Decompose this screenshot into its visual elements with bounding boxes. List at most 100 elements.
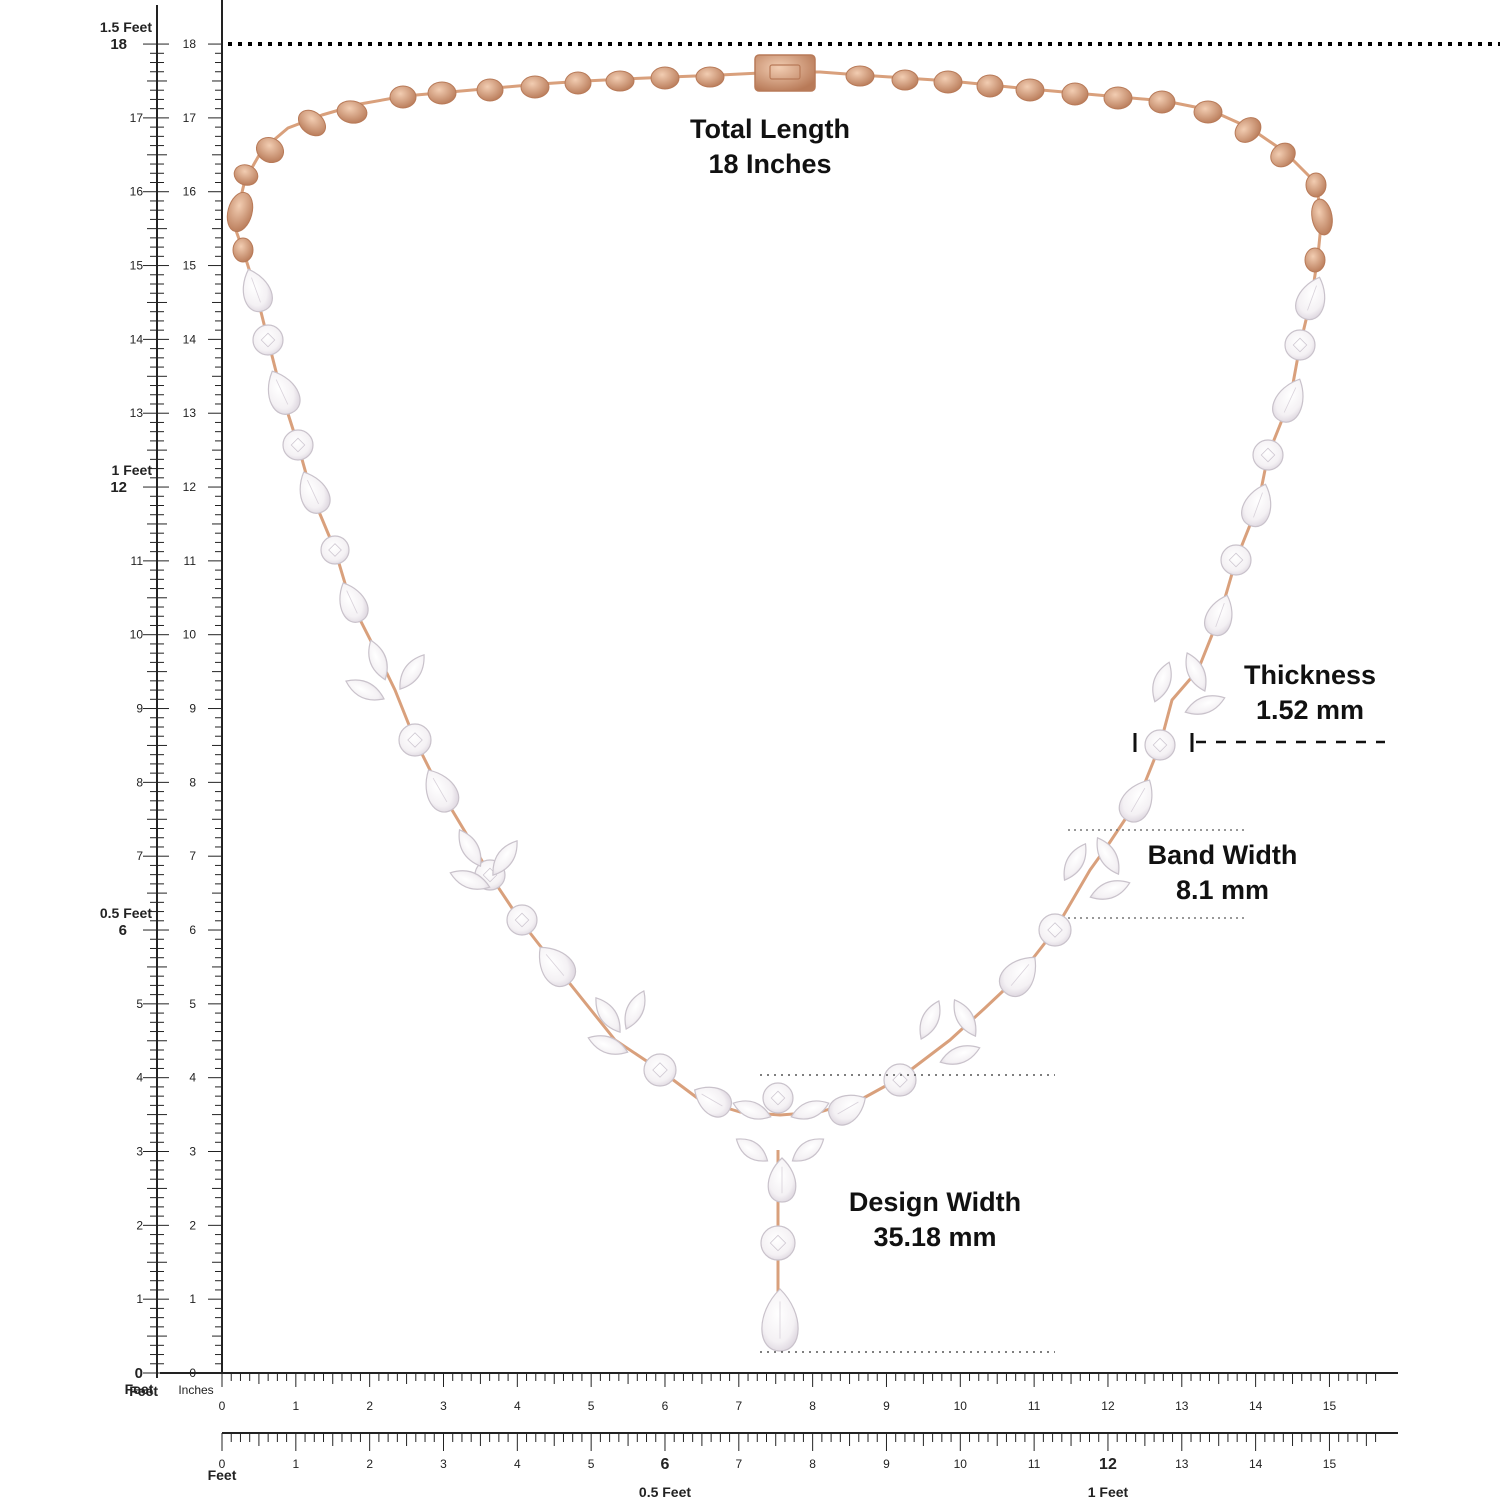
pear-diamond: [339, 582, 369, 623]
gold-link: [564, 71, 592, 95]
ruler-label-inch: 16: [183, 185, 197, 199]
diamond-facet: [260, 332, 276, 348]
ruler-label-inch: 12: [183, 480, 197, 494]
ruler-label-inch: 3: [136, 1145, 143, 1159]
pear-diamond: [998, 956, 1037, 998]
gold-link: [226, 191, 254, 233]
marquise-diamond-body: [1063, 842, 1087, 882]
gold-link: [976, 74, 1004, 98]
ruler-label-inch: 11: [131, 554, 144, 568]
total-length-value: 18 Inches: [708, 149, 832, 179]
marquise-diamond-body: [449, 870, 491, 890]
diamond-facet: [1152, 737, 1168, 753]
round-diamond: [282, 429, 314, 461]
marquise-diamond: [624, 990, 646, 1030]
ruler-label-inch: 8: [809, 1457, 816, 1471]
ruler-label-inch: 3: [440, 1399, 447, 1413]
diamond-facet: [892, 1072, 908, 1088]
diamond-facet: [1283, 387, 1297, 413]
ruler-label-feet: 1 Feet: [1088, 1484, 1129, 1500]
marquise-diamond: [587, 1035, 629, 1055]
marquise-diamond: [1152, 661, 1172, 703]
band-width-value: 8.1 mm: [1175, 875, 1270, 905]
ruler-label-inch: 4: [514, 1457, 521, 1471]
ruler-label-inch: 18: [110, 36, 127, 53]
pear-diamond: [1272, 378, 1304, 423]
ruler-label-inch: 4: [136, 1071, 143, 1085]
ruler-label-inch: 13: [1175, 1457, 1189, 1471]
marquise-diamond: [1184, 695, 1226, 715]
gold-link: [605, 70, 635, 92]
marquise-diamond-body: [791, 1138, 825, 1162]
ruler-corner-inches: Inches: [178, 1383, 213, 1397]
gold-link: [1015, 78, 1045, 102]
marquise-diamond-body: [399, 653, 425, 691]
diamond-facet: [1130, 787, 1146, 813]
gold-link: [891, 69, 919, 91]
ruler-label-inch: 14: [183, 332, 197, 346]
ruler-label-inch: 3: [189, 1145, 196, 1159]
gold-link: [933, 70, 963, 94]
diamond-facet: [407, 732, 423, 748]
gold-link: [427, 81, 457, 105]
ruler-label-inch: 0: [219, 1399, 226, 1413]
diamond-facet: [328, 543, 342, 557]
pear-diamond: [242, 268, 273, 313]
clasp-body: [754, 54, 816, 92]
pear-diamond-body: [694, 1086, 732, 1118]
marquise-diamond-body: [587, 1035, 629, 1055]
pear-diamond: [538, 946, 577, 988]
ruler-label-inch: 4: [189, 1071, 196, 1085]
marquise-diamond-body: [492, 839, 518, 877]
diamond-facet: [545, 954, 565, 976]
marquise-diamond-body: [624, 990, 646, 1030]
ruler-label-inch: 16: [130, 185, 144, 199]
marquise-diamond: [791, 1138, 825, 1162]
total-length-label: Total Length 18 Inches: [640, 112, 900, 182]
gold-link: [1061, 82, 1089, 106]
round-diamond: [1252, 439, 1284, 471]
marquise-diamond: [492, 839, 518, 877]
ruler-label-inch: 9: [883, 1457, 890, 1471]
ruler-label-bold: 6: [661, 1456, 670, 1473]
gold-link: [298, 109, 326, 137]
gold-link: [695, 66, 725, 88]
marquise-diamond: [1185, 652, 1207, 692]
total-length-title: Total Length: [690, 114, 850, 144]
band-width-title: Band Width: [1147, 840, 1298, 870]
diamond-facet: [1307, 285, 1317, 311]
design-width-label: Design Width 35.18 mm: [820, 1185, 1050, 1255]
ruler-label-inch: 12: [1101, 1399, 1115, 1413]
thickness-title: Thickness: [1243, 660, 1377, 690]
gold-link: [520, 75, 550, 99]
diamond-facet: [1228, 552, 1244, 568]
diamond-facet: [1047, 922, 1063, 938]
round-diamond: [1144, 729, 1176, 761]
marquise-diamond: [368, 639, 388, 681]
pear-diamond-body: [299, 471, 331, 514]
gold-link: [1305, 172, 1327, 198]
ruler-label-inch: 9: [883, 1399, 890, 1413]
ruler-label-inch: 8: [189, 775, 196, 789]
ruler-label-inch: 6: [662, 1399, 669, 1413]
thickness-label: Thickness 1.52 mm: [1210, 658, 1410, 728]
marquise-diamond: [790, 1100, 830, 1120]
round-diamond: [1220, 544, 1252, 576]
marquise-diamond-body: [732, 1100, 772, 1120]
ruler-label-inch: 10: [130, 628, 144, 642]
ruler-corner-feet: Feet: [208, 1467, 237, 1483]
chain-strand: [232, 70, 1324, 1117]
diamond-facet: [432, 777, 448, 803]
ruler-label-inch: 2: [366, 1399, 373, 1413]
marquise-diamond-body: [919, 1000, 941, 1040]
marquise-diamond-body: [1152, 661, 1172, 703]
diamond-facet: [652, 1062, 668, 1078]
pear-diamond-body: [1204, 594, 1233, 637]
marquise-diamond-body: [953, 998, 977, 1038]
diamond-facet: [837, 1101, 859, 1115]
gold-link: [389, 85, 417, 109]
diamond-facet: [1215, 603, 1225, 627]
